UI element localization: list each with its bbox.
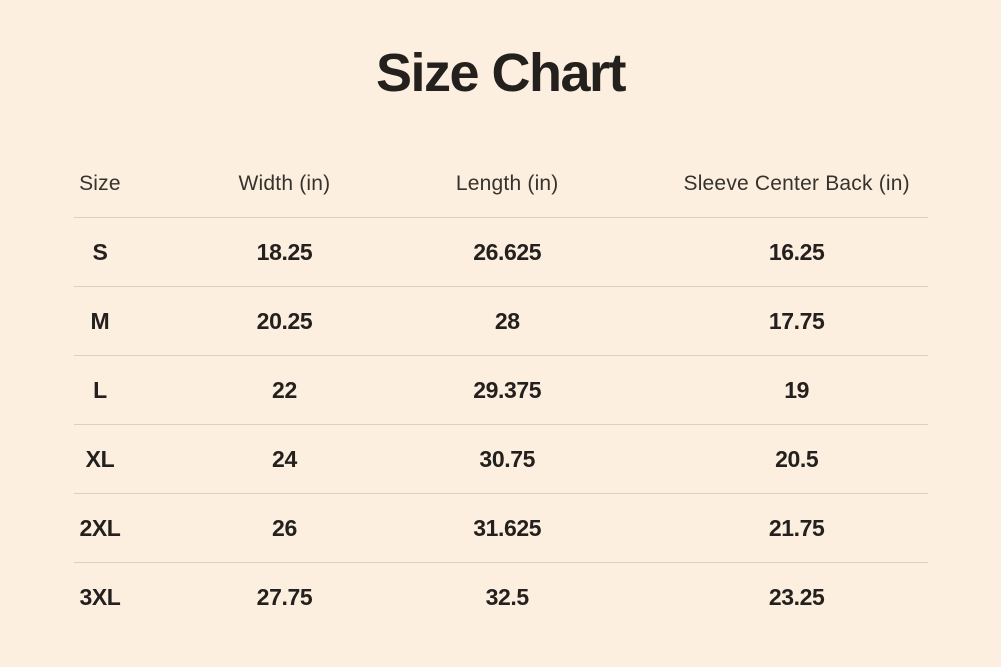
cell-size: XL [85, 445, 115, 472]
table-header-row: Size Width (in) Length (in) Sleeve Cente… [74, 150, 928, 217]
cell-sleeve: 17.75 [768, 307, 825, 334]
cell-sleeve: 20.5 [775, 445, 819, 472]
cell-width: 26 [272, 514, 297, 541]
table-row: S 18.25 26.625 16.25 [73, 217, 928, 286]
cell-length: 28 [494, 307, 520, 334]
cell-size: S [92, 238, 108, 265]
cell-width: 20.25 [256, 307, 313, 334]
table-row: 3XL 27.75 32.5 23.25 [73, 562, 928, 631]
cell-length: 32.5 [485, 583, 530, 610]
cell-sleeve: 16.25 [768, 238, 825, 265]
page-title: Size Chart [375, 43, 627, 103]
cell-width: 22 [272, 376, 297, 403]
cell-size: 3XL [79, 583, 121, 610]
cell-sleeve: 23.25 [768, 583, 825, 610]
cell-width: 18.25 [256, 238, 313, 265]
table-row: M 20.25 28 17.75 [73, 286, 928, 355]
header-cell-sleeve: Sleeve Center Back (in) [683, 171, 910, 195]
cell-sleeve: 21.75 [768, 514, 825, 541]
header-cell-width: Width (in) [238, 171, 331, 195]
cell-width: 27.75 [256, 583, 313, 610]
cell-width: 24 [272, 445, 297, 472]
cell-sleeve: 19 [784, 376, 810, 403]
cell-length: 30.75 [479, 445, 535, 472]
cell-length: 31.625 [473, 514, 542, 541]
cell-size: L [93, 376, 107, 403]
header-cell-length: Length (in) [455, 171, 559, 195]
table-row: L 22 29.375 19 [73, 355, 928, 424]
table-row: 2XL 26 31.625 21.75 [73, 493, 928, 562]
header-cell-size: Size [79, 171, 121, 195]
size-chart-table: Size Width (in) Length (in) Sleeve Cente… [73, 150, 928, 631]
cell-size: M [90, 307, 110, 334]
cell-size: 2XL [79, 514, 121, 541]
table-row: XL 24 30.75 20.5 [73, 424, 928, 493]
cell-length: 29.375 [473, 376, 542, 403]
cell-length: 26.625 [473, 238, 542, 265]
